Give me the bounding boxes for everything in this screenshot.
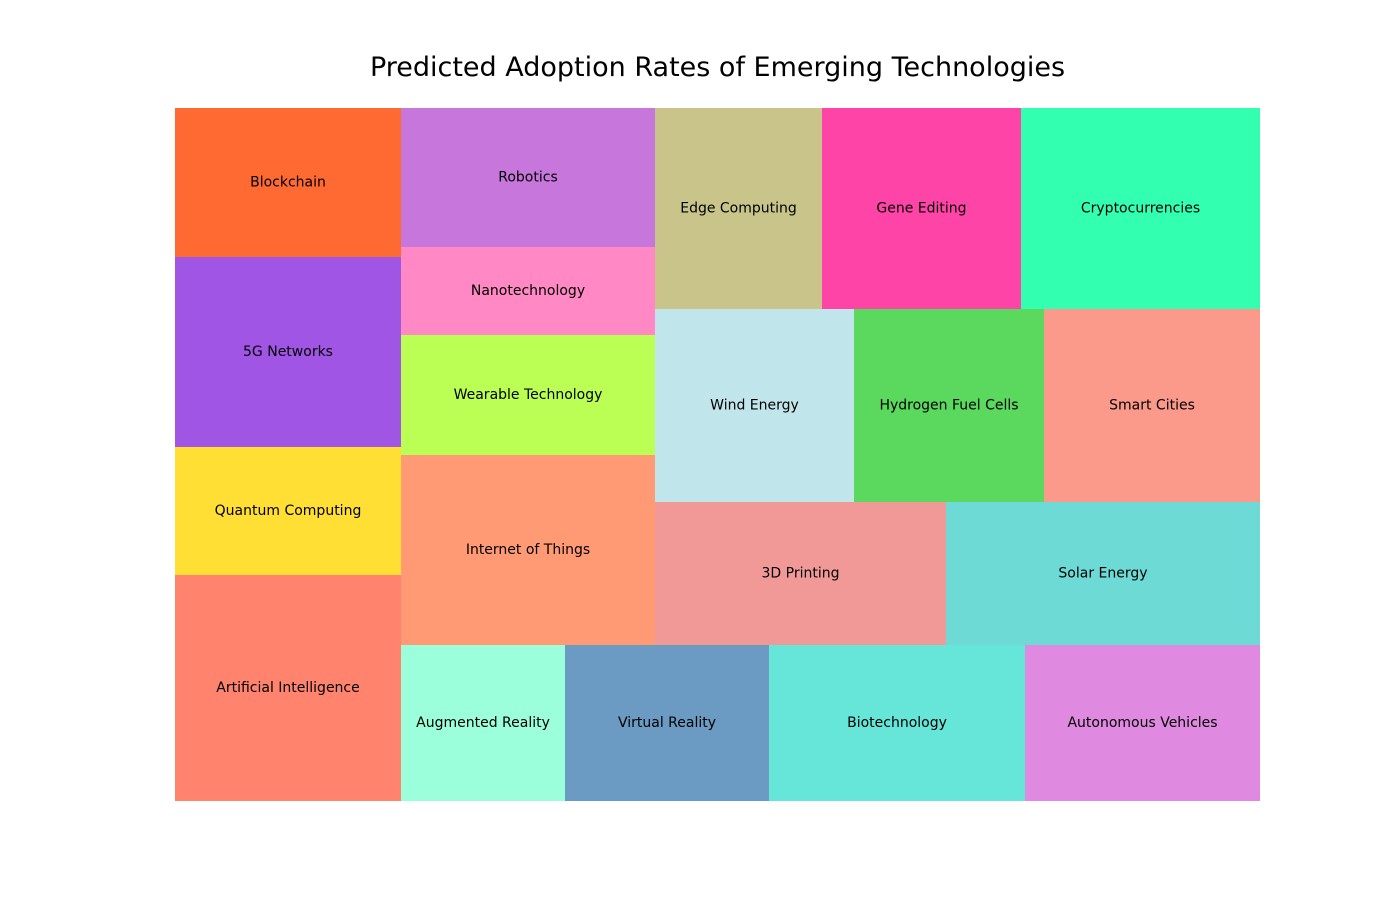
treemap-label-hydrogen-fuel-cells: Hydrogen Fuel Cells bbox=[879, 398, 1018, 414]
treemap-rect-3d-printing bbox=[655, 502, 946, 645]
treemap-label-biotechnology: Biotechnology bbox=[847, 715, 947, 731]
treemap-rect-nanotechnology bbox=[401, 247, 655, 335]
treemap-label-virtual-reality: Virtual Reality bbox=[618, 715, 716, 731]
treemap-rect-virtual-reality bbox=[565, 645, 769, 801]
treemap-tile-robotics: Robotics bbox=[401, 108, 655, 247]
treemap-rect-wearable-technology bbox=[401, 335, 655, 455]
treemap-rect-cryptocurrencies bbox=[1021, 108, 1260, 309]
treemap-rect-quantum-computing bbox=[175, 447, 401, 575]
chart-title: Predicted Adoption Rates of Emerging Tec… bbox=[369, 52, 1066, 83]
treemap-label-wearable-technology: Wearable Technology bbox=[454, 387, 603, 403]
treemap-tile-artificial-intelligence: Artificial Intelligence bbox=[175, 575, 401, 801]
treemap-rect-blockchain bbox=[175, 108, 401, 257]
treemap-rect-smart-cities bbox=[1044, 309, 1260, 502]
treemap-tile-3d-printing: 3D Printing bbox=[655, 502, 946, 645]
treemap-tile-gene-editing: Gene Editing bbox=[822, 108, 1021, 309]
treemap-label-wind-energy: Wind Energy bbox=[710, 398, 799, 414]
treemap-rect-internet-of-things bbox=[401, 455, 655, 645]
treemap-tile-wind-energy: Wind Energy bbox=[655, 309, 854, 502]
treemap-label-robotics: Robotics bbox=[498, 170, 558, 186]
treemap-label-smart-cities: Smart Cities bbox=[1109, 398, 1195, 414]
treemap-rect-biotechnology bbox=[769, 645, 1025, 801]
treemap-label-internet-of-things: Internet of Things bbox=[466, 542, 590, 558]
treemap-label-cryptocurrencies: Cryptocurrencies bbox=[1081, 201, 1200, 217]
treemap-tile-wearable-technology: Wearable Technology bbox=[401, 335, 655, 455]
treemap-rect-5g-networks bbox=[175, 257, 401, 447]
treemap-label-edge-computing: Edge Computing bbox=[680, 201, 797, 217]
treemap-rect-wind-energy bbox=[655, 309, 854, 502]
treemap-label-augmented-reality: Augmented Reality bbox=[416, 715, 550, 731]
treemap-rect-edge-computing bbox=[655, 108, 822, 309]
treemap-label-nanotechnology: Nanotechnology bbox=[471, 283, 585, 299]
treemap-tile-smart-cities: Smart Cities bbox=[1044, 309, 1260, 502]
treemap-rect-solar-energy bbox=[946, 502, 1260, 645]
treemap-tile-biotechnology: Biotechnology bbox=[769, 645, 1025, 801]
treemap-label-artificial-intelligence: Artificial Intelligence bbox=[216, 680, 360, 696]
treemap-label-autonomous-vehicles: Autonomous Vehicles bbox=[1067, 715, 1217, 731]
treemap-rect-hydrogen-fuel-cells bbox=[854, 309, 1044, 502]
treemap-tile-nanotechnology: Nanotechnology bbox=[401, 247, 655, 335]
treemap-rect-autonomous-vehicles bbox=[1025, 645, 1260, 801]
treemap-rect-artificial-intelligence bbox=[175, 575, 401, 801]
treemap-label-solar-energy: Solar Energy bbox=[1058, 566, 1147, 582]
treemap-tile-virtual-reality: Virtual Reality bbox=[565, 645, 769, 801]
treemap-rect-gene-editing bbox=[822, 108, 1021, 309]
treemap-label-gene-editing: Gene Editing bbox=[876, 201, 966, 217]
treemap-label-3d-printing: 3D Printing bbox=[762, 566, 840, 582]
treemap-tile-hydrogen-fuel-cells: Hydrogen Fuel Cells bbox=[854, 309, 1044, 502]
treemap-tile-quantum-computing: Quantum Computing bbox=[175, 447, 401, 575]
treemap-label-5g-networks: 5G Networks bbox=[243, 344, 333, 360]
treemap-tile-autonomous-vehicles: Autonomous Vehicles bbox=[1025, 645, 1260, 801]
treemap-tile-cryptocurrencies: Cryptocurrencies bbox=[1021, 108, 1260, 309]
treemap-tile-blockchain: Blockchain bbox=[175, 108, 401, 257]
treemap-label-quantum-computing: Quantum Computing bbox=[215, 503, 362, 519]
treemap-rect-robotics bbox=[401, 108, 655, 247]
treemap-tile-edge-computing: Edge Computing bbox=[655, 108, 822, 309]
treemap-tile-augmented-reality: Augmented Reality bbox=[401, 645, 565, 801]
treemap-label-blockchain: Blockchain bbox=[250, 175, 326, 191]
treemap-tile-solar-energy: Solar Energy bbox=[946, 502, 1260, 645]
treemap-tile-5g-networks: 5G Networks bbox=[175, 257, 401, 447]
treemap-tile-internet-of-things: Internet of Things bbox=[401, 455, 655, 645]
treemap-rect-augmented-reality bbox=[401, 645, 565, 801]
